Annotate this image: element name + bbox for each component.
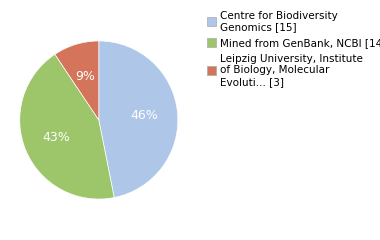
Text: 43%: 43% <box>43 131 70 144</box>
Text: 9%: 9% <box>76 70 95 83</box>
Wedge shape <box>55 41 99 120</box>
Text: 46%: 46% <box>131 109 158 122</box>
Legend: Centre for Biodiversity
Genomics [15], Mined from GenBank, NCBI [14], Leipzig Un: Centre for Biodiversity Genomics [15], M… <box>207 11 380 87</box>
Wedge shape <box>20 54 114 199</box>
Wedge shape <box>99 41 178 198</box>
